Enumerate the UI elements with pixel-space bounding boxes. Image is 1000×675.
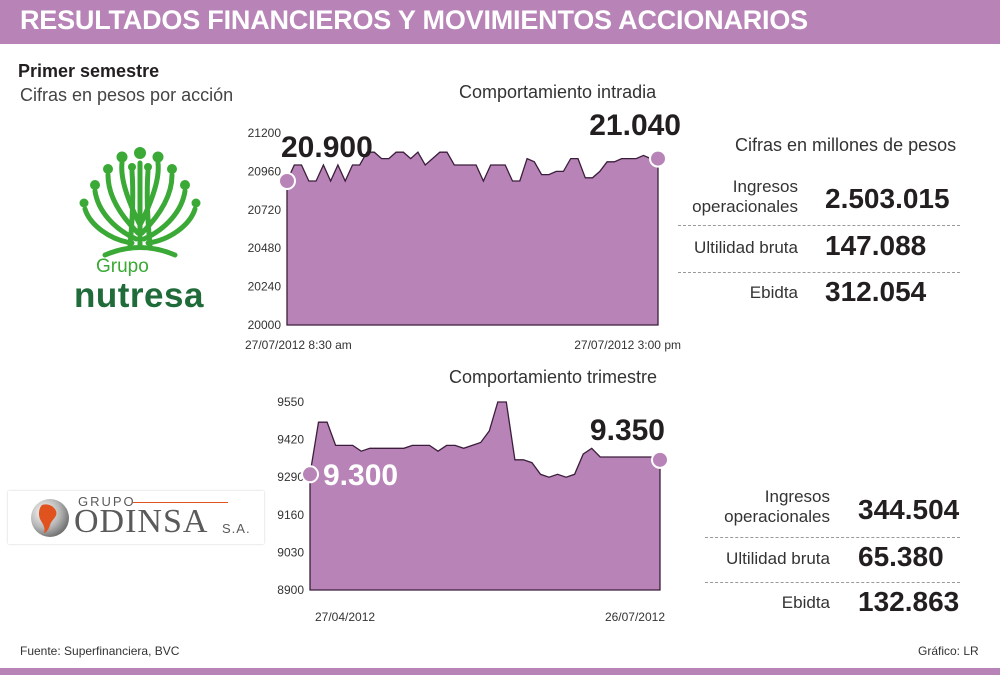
nutresa-kpi-label-ebidta: Ebidta: [749, 283, 798, 302]
intradia-start-value-label: 20.900: [281, 131, 373, 164]
tree-logo-icon: [79, 147, 201, 258]
trimestre-ytick-label: 9030: [277, 545, 304, 559]
divider: [678, 272, 960, 273]
odinsa-kpi-label-ebidta: Ebidta: [781, 593, 830, 612]
nutresa-logo-top: Grupo: [96, 256, 149, 277]
odinsa-logo-top: GRUPO: [78, 494, 136, 509]
chart-trimestre: 8900 9030 9160 9290 9420 9550 9.300 9.350 27/04/…: [277, 395, 669, 624]
intradia-ytick-label: 20000: [248, 318, 282, 332]
header-bar: [0, 0, 1000, 44]
trimestre-ytick-label: 9290: [277, 470, 304, 484]
nutresa-kpi-label-utilidad: Ultilidad bruta: [694, 238, 798, 257]
nutresa-kpi-value-utilidad: 147.088: [825, 230, 927, 261]
intradia-ytick-label: 20720: [248, 203, 282, 217]
divider: [678, 225, 960, 226]
trimestre-ytick-label: 9420: [277, 433, 304, 447]
trimestre-start-point: [301, 465, 319, 484]
nutresa-logo-text: nutresa: [74, 276, 204, 315]
trimestre-end-value-label: 9.350: [590, 414, 665, 447]
divider: [705, 582, 960, 583]
odinsa-logo: GRUPO ODINSA S.A.: [8, 491, 264, 544]
nutresa-kpi-value-ebidta: 312.054: [825, 276, 927, 307]
units-label: Cifras en pesos por acción: [20, 85, 234, 105]
intradia-end-value-label: 21.040: [589, 109, 681, 142]
nutresa-logo: [70, 145, 210, 315]
trimestre-ytick-label: 8900: [277, 583, 304, 597]
divider: [705, 537, 960, 538]
footer-bar: [0, 668, 1000, 675]
intradia-ytick-label: 20480: [248, 241, 282, 255]
chart1-title: Comportamiento intradia: [459, 82, 657, 102]
trimestre-ytick-label: 9550: [277, 395, 304, 409]
nutresa-kpi-value-ingresos: 2.503.015: [825, 183, 950, 214]
chart-intradia: 20000 20240 20480 20720 20960 21200 20.900 21.0…: [245, 109, 681, 352]
credit-note: Gráfico: LR: [918, 644, 979, 658]
odinsa-logo-suffix: S.A.: [222, 521, 251, 536]
intradia-x-end-label: 27/07/2012 3:00 pm: [574, 338, 681, 352]
odinsa-kpi-value-ingresos: 344.504: [858, 494, 960, 525]
kpi-units-label: Cifras en millones de pesos: [735, 135, 957, 155]
odinsa-logo-text: ODINSA: [74, 503, 209, 540]
trimestre-end-point: [651, 450, 669, 469]
logo-rule: [133, 502, 228, 503]
intradia-start-point: [278, 172, 296, 190]
trimestre-x-start-label: 27/04/2012: [315, 610, 375, 624]
intradia-ytick-label: 20240: [248, 280, 282, 294]
globe-logo-icon: [31, 499, 69, 537]
chart2-title: Comportamiento trimestre: [449, 367, 658, 387]
period-label: Primer semestre: [18, 61, 160, 81]
source-note: Fuente: Superfinanciera, BVC: [20, 644, 180, 658]
intradia-x-start-label: 27/07/2012 8:30 am: [245, 338, 352, 352]
intradia-end-point: [649, 149, 667, 168]
nutresa-kpi-label-ingresos: Ingresos operacionales: [692, 177, 798, 216]
trimestre-series-area: [309, 401, 661, 591]
intradia-series-area: [286, 151, 659, 326]
odinsa-kpi-label-ingresos: Ingresos operacionales: [724, 487, 830, 526]
odinsa-kpi-value-ebidta: 132.863: [858, 586, 960, 617]
odinsa-kpi-label-utilidad: Ultilidad bruta: [726, 549, 830, 568]
trimestre-x-end-label: 26/07/2012: [605, 610, 665, 624]
trimestre-ytick-label: 9160: [277, 508, 304, 522]
header-divider: [0, 44, 1000, 46]
intradia-ytick-label: 20960: [248, 164, 282, 178]
intradia-ytick-label: 21200: [248, 126, 282, 140]
odinsa-kpi-value-utilidad: 65.380: [858, 541, 944, 572]
trimestre-start-value-label: 9.300: [323, 459, 398, 492]
page-title: RESULTADOS FINANCIEROS Y MOVIMIENTOS ACC…: [20, 5, 808, 35]
